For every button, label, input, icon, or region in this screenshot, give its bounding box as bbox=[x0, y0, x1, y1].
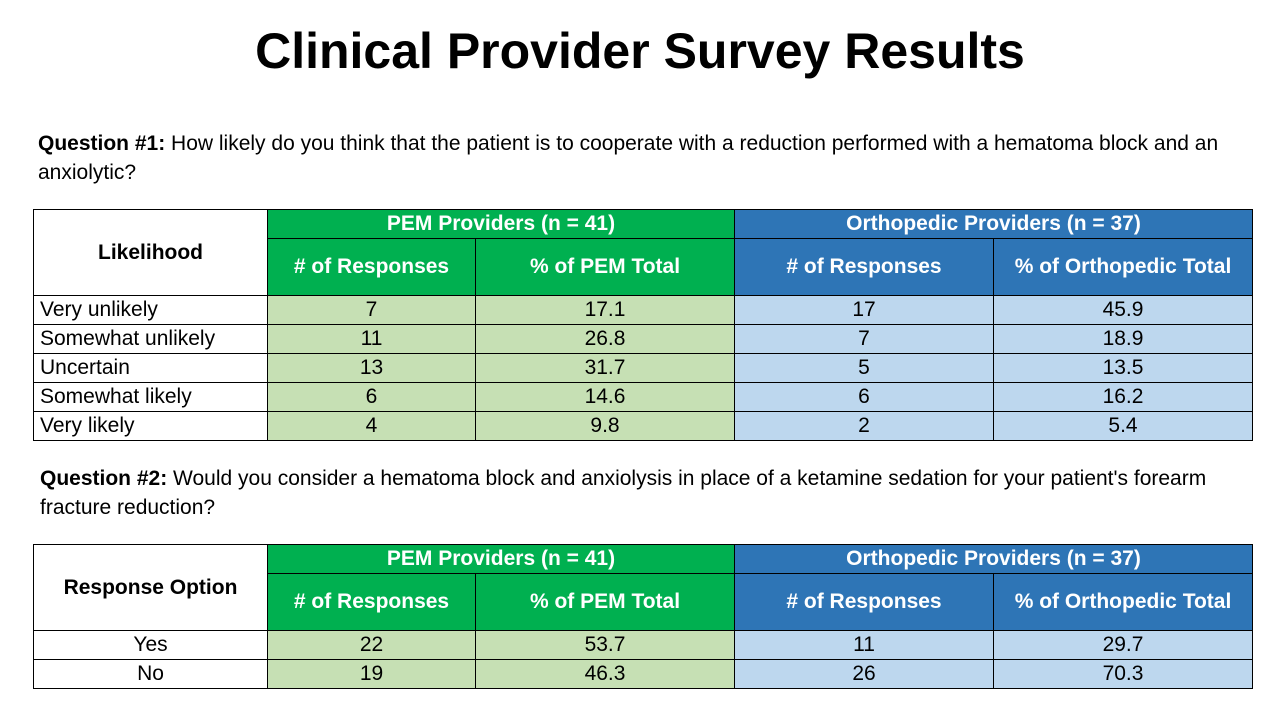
table-row: No 19 46.3 26 70.3 bbox=[33, 659, 1253, 689]
table1-corner-header: Likelihood bbox=[33, 209, 268, 296]
ortho-pct-cell: 45.9 bbox=[993, 295, 1253, 325]
row-label: Very likely bbox=[33, 411, 268, 441]
ortho-pct-cell: 16.2 bbox=[993, 382, 1253, 412]
question-1: Question #1: How likely do you think tha… bbox=[38, 129, 1238, 187]
ortho-count-cell: 5 bbox=[734, 353, 994, 383]
question-1-text: How likely do you think that the patient… bbox=[38, 132, 1219, 184]
ortho-pct-cell: 13.5 bbox=[993, 353, 1253, 383]
pem-count-cell: 22 bbox=[267, 630, 476, 660]
pem-count-cell: 11 bbox=[267, 324, 476, 354]
pem-pct-cell: 46.3 bbox=[475, 659, 735, 689]
pem-count-cell: 4 bbox=[267, 411, 476, 441]
ortho-pct-cell: 18.9 bbox=[993, 324, 1253, 354]
table1-pem-pct-header: % of PEM Total bbox=[475, 238, 735, 296]
table-row: Yes 22 53.7 11 29.7 bbox=[33, 630, 1253, 660]
table2-ortho-pct-header: % of Orthopedic Total bbox=[993, 573, 1253, 631]
row-label: Somewhat likely bbox=[33, 382, 268, 412]
row-label: Uncertain bbox=[33, 353, 268, 383]
table2-pem-count-header: # of Responses bbox=[267, 573, 476, 631]
pem-count-cell: 7 bbox=[267, 295, 476, 325]
table-row: Very unlikely 7 17.1 17 45.9 bbox=[33, 295, 1253, 325]
ortho-pct-cell: 29.7 bbox=[993, 630, 1253, 660]
table1-pem-count-header: # of Responses bbox=[267, 238, 476, 296]
row-label: Very unlikely bbox=[33, 295, 268, 325]
page-title: Clinical Provider Survey Results bbox=[255, 23, 1025, 79]
ortho-count-cell: 17 bbox=[734, 295, 994, 325]
pem-pct-cell: 26.8 bbox=[475, 324, 735, 354]
ortho-count-cell: 26 bbox=[734, 659, 994, 689]
question-2-label: Question #2: bbox=[40, 467, 168, 490]
pem-pct-cell: 53.7 bbox=[475, 630, 735, 660]
response-option-table: Response Option PEM Providers (n = 41) O… bbox=[33, 544, 1253, 689]
table2-ortho-count-header: # of Responses bbox=[734, 573, 994, 631]
ortho-pct-cell: 70.3 bbox=[993, 659, 1253, 689]
question-1-label: Question #1: bbox=[38, 132, 166, 155]
table2-ortho-group-header: Orthopedic Providers (n = 37) bbox=[734, 544, 1253, 574]
ortho-pct-cell: 5.4 bbox=[993, 411, 1253, 441]
ortho-count-cell: 2 bbox=[734, 411, 994, 441]
table-row: Uncertain 13 31.7 5 13.5 bbox=[33, 353, 1253, 383]
table1-pem-group-header: PEM Providers (n = 41) bbox=[267, 209, 735, 239]
table-row: Very likely 4 9.8 2 5.4 bbox=[33, 411, 1253, 441]
table2-pem-pct-header: % of PEM Total bbox=[475, 573, 735, 631]
table-row: Somewhat likely 6 14.6 6 16.2 bbox=[33, 382, 1253, 412]
table2-corner-header: Response Option bbox=[33, 544, 268, 631]
question-2: Question #2: Would you consider a hemato… bbox=[40, 464, 1240, 522]
ortho-count-cell: 7 bbox=[734, 324, 994, 354]
pem-count-cell: 19 bbox=[267, 659, 476, 689]
ortho-count-cell: 6 bbox=[734, 382, 994, 412]
table1-ortho-count-header: # of Responses bbox=[734, 238, 994, 296]
row-label: Yes bbox=[33, 630, 268, 660]
table2-pem-group-header: PEM Providers (n = 41) bbox=[267, 544, 735, 574]
pem-pct-cell: 31.7 bbox=[475, 353, 735, 383]
row-label: Somewhat unlikely bbox=[33, 324, 268, 354]
pem-count-cell: 6 bbox=[267, 382, 476, 412]
pem-pct-cell: 14.6 bbox=[475, 382, 735, 412]
likelihood-table: Likelihood PEM Providers (n = 41) Orthop… bbox=[33, 209, 1253, 441]
ortho-count-cell: 11 bbox=[734, 630, 994, 660]
pem-pct-cell: 9.8 bbox=[475, 411, 735, 441]
pem-count-cell: 13 bbox=[267, 353, 476, 383]
table1-ortho-group-header: Orthopedic Providers (n = 37) bbox=[734, 209, 1253, 239]
question-2-text: Would you consider a hematoma block and … bbox=[40, 467, 1207, 519]
pem-pct-cell: 17.1 bbox=[475, 295, 735, 325]
row-label: No bbox=[33, 659, 268, 689]
table-row: Somewhat unlikely 11 26.8 7 18.9 bbox=[33, 324, 1253, 354]
table1-ortho-pct-header: % of Orthopedic Total bbox=[993, 238, 1253, 296]
